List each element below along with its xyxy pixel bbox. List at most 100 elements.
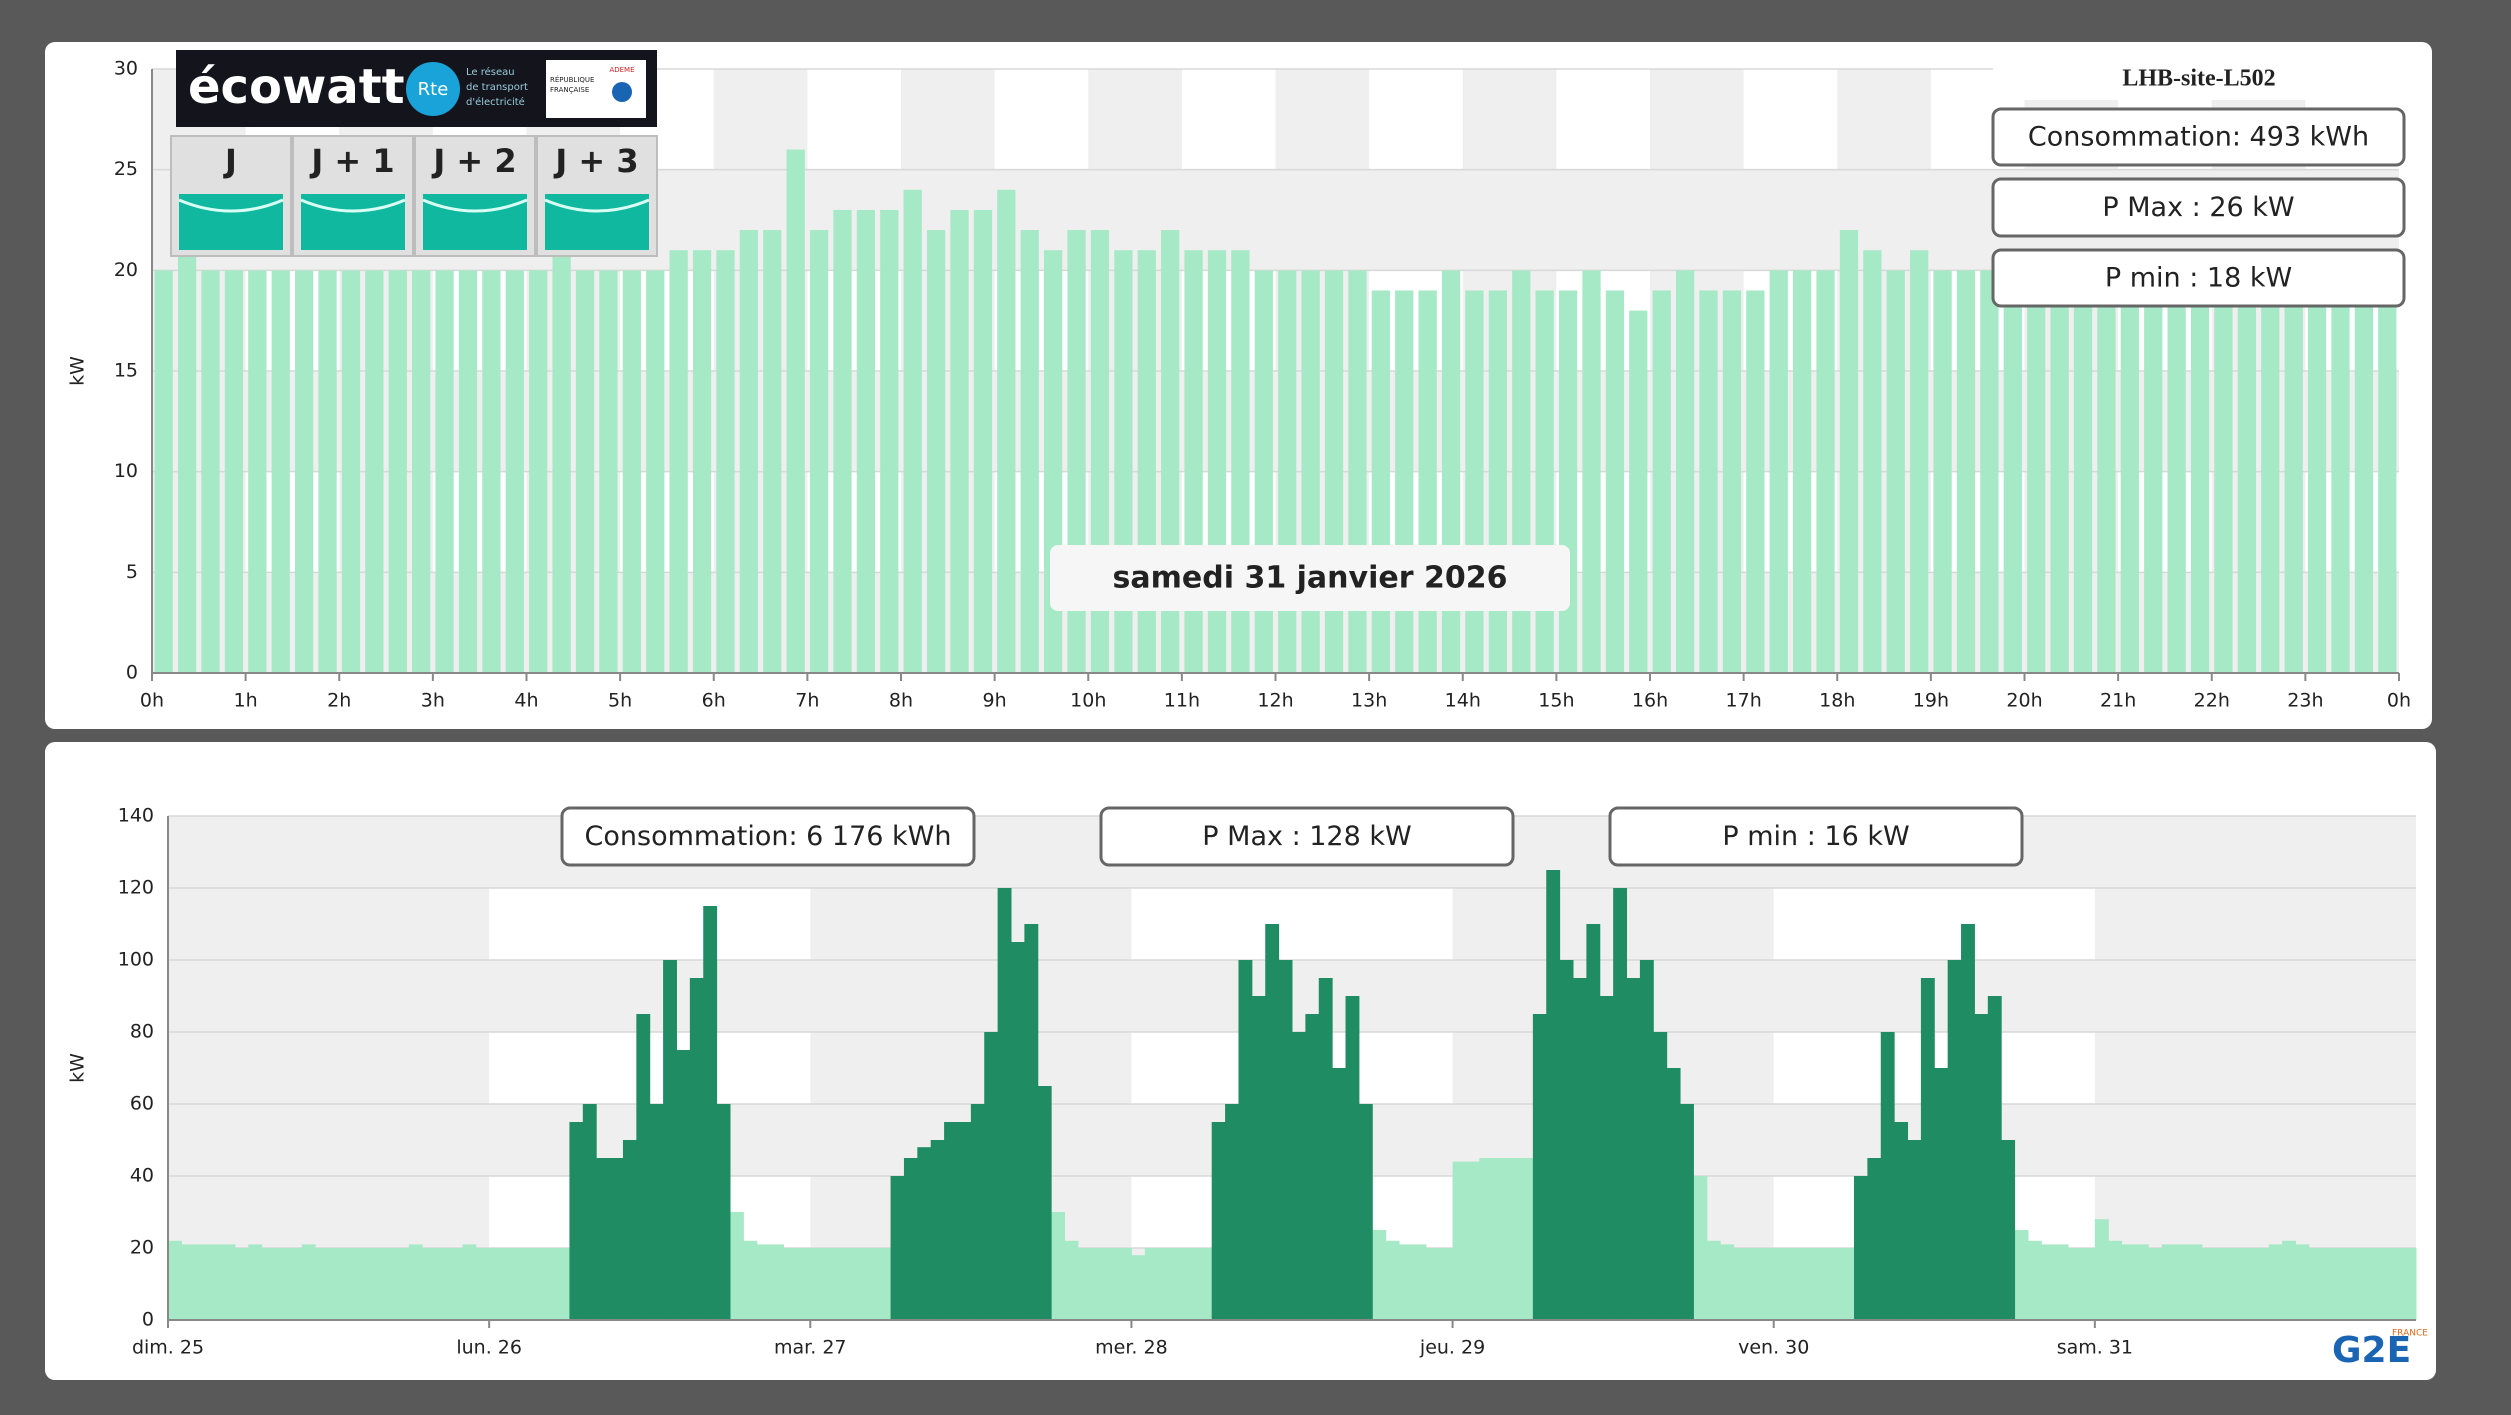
day-signal-wave [544, 198, 650, 213]
bar [1535, 290, 1554, 673]
bar [596, 1158, 611, 1320]
bar [930, 1140, 945, 1320]
bar [669, 250, 688, 673]
plot-band [1369, 69, 1463, 170]
bar [703, 906, 718, 1320]
y-tick-label: 140 [118, 805, 154, 827]
plot-band [1743, 69, 1838, 170]
bar [2167, 270, 2186, 673]
day-signal-wave [422, 198, 528, 213]
info-box [1099, 806, 1515, 867]
bar [716, 1104, 731, 1320]
day-label: J + 1 [309, 142, 394, 180]
bar [880, 209, 899, 673]
info-box [1991, 248, 2406, 308]
bar [1324, 270, 1344, 673]
bar [1760, 1248, 1775, 1320]
bar [1920, 978, 1935, 1320]
bar [823, 1248, 838, 1320]
bar [2402, 1248, 2417, 1320]
y-tick-label: 20 [114, 259, 138, 281]
bar [2335, 1248, 2350, 1320]
bar [1371, 290, 1390, 673]
bar [1933, 270, 1952, 673]
bar [957, 1122, 972, 1320]
bar [2215, 1248, 2230, 1320]
plot-band [1181, 69, 1276, 170]
bar [1519, 1158, 1534, 1320]
bar [890, 1176, 905, 1320]
bar [877, 1248, 892, 1320]
bar [1840, 1248, 1855, 1320]
bar [395, 1248, 410, 1320]
bar [2175, 1244, 2190, 1320]
bar [1091, 1248, 1106, 1320]
bar [1439, 1248, 1454, 1320]
bar [1305, 1014, 1320, 1320]
bar [569, 1122, 584, 1320]
bar [730, 1212, 744, 1320]
bar [368, 1248, 383, 1320]
info-text: Consommation: 493 kWh [2028, 122, 2369, 153]
x-tick-label: 3h [421, 690, 445, 712]
y-tick-label: 0 [142, 1309, 154, 1331]
bar [475, 1248, 490, 1320]
bar [2378, 270, 2397, 673]
bar [646, 270, 665, 673]
bar [1653, 1032, 1668, 1320]
bar [984, 1032, 999, 1320]
bar [2242, 1248, 2256, 1320]
bar [1395, 290, 1414, 673]
plot-band [489, 888, 811, 960]
bar [2307, 270, 2327, 673]
bar [2362, 1248, 2377, 1320]
bar [2027, 1240, 2042, 1320]
bar [1425, 1248, 1440, 1320]
bar [2120, 270, 2139, 673]
bar [2014, 1230, 2029, 1320]
bar [1961, 924, 1975, 1320]
bar [1867, 1158, 1882, 1320]
bar [341, 1248, 356, 1320]
bar [1011, 942, 1025, 1320]
ecowatt-days: J J + 1 J + 2 J + 3 [170, 135, 658, 257]
bar [2389, 1248, 2404, 1320]
bar [1211, 1122, 1226, 1320]
bar [2295, 1244, 2310, 1320]
bar [1787, 1248, 1801, 1320]
bar [2228, 1248, 2243, 1320]
bar [1746, 1248, 1761, 1320]
bar [1358, 1104, 1373, 1320]
bar [318, 270, 337, 673]
bar [2284, 270, 2303, 673]
x-tick-label: 23h [2287, 690, 2323, 712]
rte-caption: de transport [466, 82, 528, 93]
day-signal [423, 194, 527, 250]
bar [328, 1248, 343, 1320]
bar [903, 1158, 918, 1320]
date-label: samedi 31 janvier 2026 [1113, 561, 1508, 596]
bar [271, 270, 290, 673]
rte-caption: d'électricité [466, 96, 525, 108]
bar [1292, 1032, 1306, 1320]
info-box [560, 806, 976, 867]
bar [1800, 1248, 1815, 1320]
bar [770, 1244, 785, 1320]
bar [234, 1248, 249, 1320]
bar [1816, 270, 1835, 673]
y-axis-label: kW [67, 356, 89, 386]
x-tick-label: 15h [1538, 690, 1574, 712]
plot-band [1556, 69, 1650, 170]
bar [649, 1104, 664, 1320]
x-tick-label: 21h [2100, 690, 2136, 712]
bar [2050, 250, 2069, 673]
rte-logo [406, 62, 460, 116]
bar [1880, 1032, 1895, 1320]
y-tick-label: 80 [130, 1021, 154, 1043]
bar [809, 230, 829, 674]
bar [1733, 1248, 1748, 1320]
bar [783, 1248, 798, 1320]
bar [2308, 1248, 2323, 1320]
bar [1839, 230, 1859, 674]
